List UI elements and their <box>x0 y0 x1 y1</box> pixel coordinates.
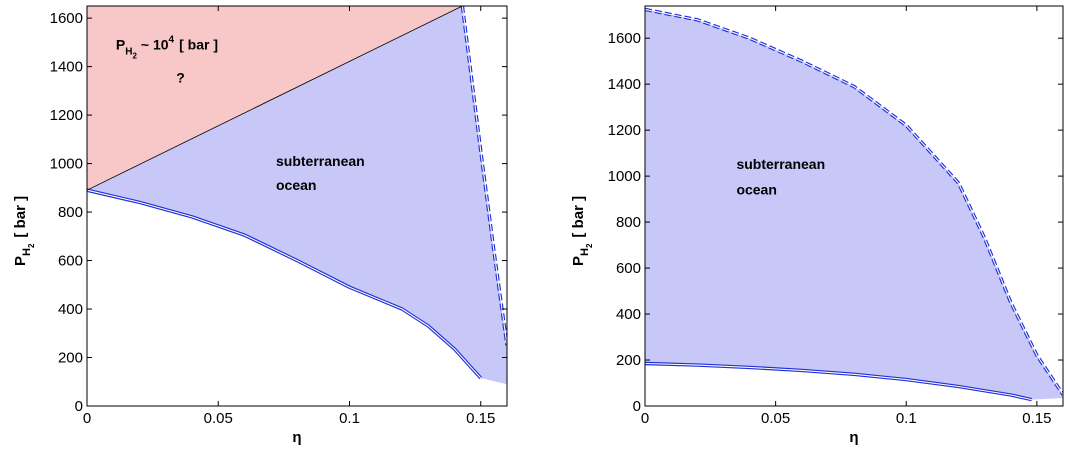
y-axis-label-h: H <box>579 248 591 256</box>
y-axis-label-p: P <box>570 256 587 266</box>
y-axis-label-2: 2 <box>585 243 594 248</box>
y-tick-label: 200 <box>58 350 83 367</box>
upper-boundary-curve-gap <box>461 6 507 346</box>
y-tick-label: 400 <box>616 306 641 323</box>
pressure-annotation-h: H <box>125 47 132 58</box>
y-tick-label: 1400 <box>50 59 83 76</box>
annotation-text: subterranean <box>276 153 365 169</box>
x-tick-label: 0.15 <box>466 410 495 427</box>
chart-panel-1: 0 0.05 0.1 0.15 0 200 400 600 800 1000 1200 1400 160… <box>12 5 508 446</box>
ocean-region <box>645 9 1063 400</box>
y-tick-label: 800 <box>616 214 641 231</box>
y-tick-label: 1200 <box>50 107 83 124</box>
y-axis-label-2: 2 <box>27 243 36 248</box>
x-axis-label: η <box>292 429 301 446</box>
pressure-annotation-2: 2 <box>132 52 137 61</box>
y-tick-label: 0 <box>75 398 83 415</box>
y-axis-label-h: H <box>21 248 33 256</box>
x-axis-label: η <box>849 429 858 446</box>
axes-box <box>644 5 1064 407</box>
plot-area <box>87 6 507 385</box>
pressure-annotation-exp: 4 <box>169 35 175 46</box>
y-tick-label: 600 <box>616 260 641 277</box>
upper-boundary-curve-gap <box>645 8 1063 395</box>
y-tick-label: 1600 <box>608 30 641 47</box>
chart-panel-2: 0 0.05 0.1 0.15 0 200 400 600 800 1000 1200 1400 160… <box>570 5 1064 446</box>
x-tick-label: 0.05 <box>761 410 790 427</box>
lower-boundary-curve-gap <box>645 362 1032 401</box>
y-tick-label: 600 <box>58 253 83 270</box>
y-tick-label: 1000 <box>50 156 83 173</box>
y-tick-label: 1400 <box>608 76 641 93</box>
y-tick-label: 200 <box>616 352 641 369</box>
x-tick-label: 0.1 <box>896 410 917 427</box>
y-axis-label: PH2 [ bar ] <box>570 196 594 266</box>
axes-box <box>86 5 508 407</box>
red-region-boundary-line <box>87 6 463 191</box>
y-tick-label: 1600 <box>50 10 83 27</box>
annotation-text: ocean <box>276 177 316 193</box>
plot-area <box>645 7 1063 402</box>
x-tick-label: 0.15 <box>1022 410 1051 427</box>
pressure-annotation-p: P <box>116 37 125 53</box>
y-axis-label-unit: [ bar ] <box>12 196 29 238</box>
pressure-annotation-tilde: ~ 10 <box>141 37 169 53</box>
y-tick-label: 1200 <box>608 122 641 139</box>
x-tick-label: 0 <box>83 410 91 427</box>
y-axis-label: PH2 [ bar ] <box>12 196 36 266</box>
x-tick-label: 0.1 <box>339 410 360 427</box>
x-tick-label: 0.05 <box>204 410 233 427</box>
y-axis-label-unit: [ bar ] <box>570 196 587 238</box>
x-tick-label: 0 <box>641 410 649 427</box>
y-tick-label: 800 <box>58 204 83 221</box>
annotation-text: ? <box>176 69 185 85</box>
pressure-annotation-unit: [ bar ] <box>179 37 218 53</box>
y-tick-label: 0 <box>633 398 641 415</box>
annotation-text: subterranean <box>736 156 825 172</box>
pressure-annotation: PH2 ~ 104 [ bar ] <box>116 35 218 61</box>
y-tick-label: 400 <box>58 301 83 318</box>
annotation-text: ocean <box>736 182 776 198</box>
y-axis-label-p: P <box>12 256 29 266</box>
y-tick-label: 1000 <box>608 168 641 185</box>
ocean-region <box>87 6 507 385</box>
lower-boundary-curve-gap <box>87 189 482 379</box>
